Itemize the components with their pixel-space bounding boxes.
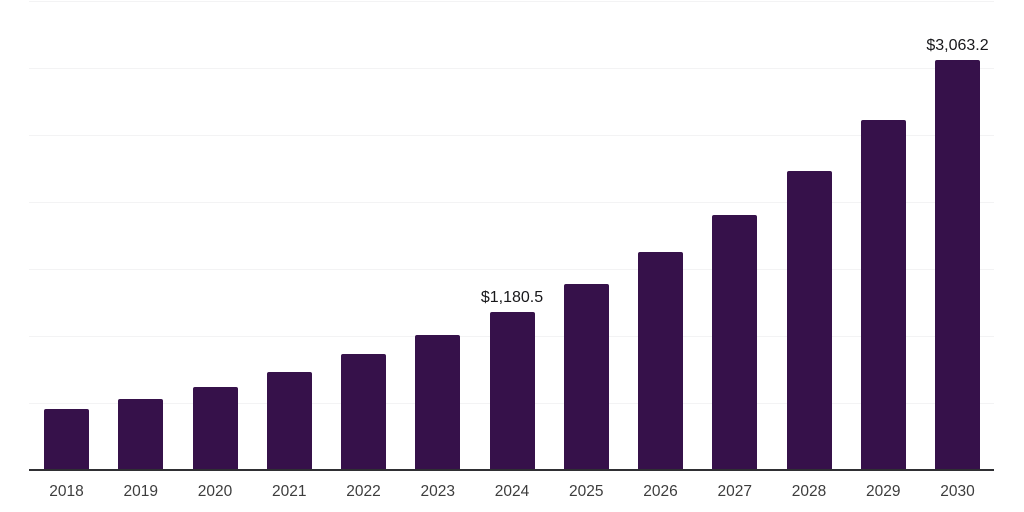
bar-value-label-2024: $1,180.5 <box>480 288 544 306</box>
bar-2023 <box>415 334 461 470</box>
gridline <box>29 1 994 2</box>
bar-2026 <box>638 252 683 470</box>
x-tick-label-2021: 2021 <box>272 483 307 500</box>
x-tick-label-2030: 2030 <box>940 483 975 500</box>
x-axis-line <box>29 469 994 471</box>
plot-area: $1,180.5 $3,063.2 2018 2019 2020 2021 2022 202… <box>29 0 994 512</box>
bar-2025 <box>563 284 609 470</box>
x-tick-label-2025: 2025 <box>569 483 604 500</box>
gridline <box>29 201 994 203</box>
bar-2020 <box>192 386 238 470</box>
x-tick-label-2027: 2027 <box>717 483 753 500</box>
x-tick-label-2029: 2029 <box>866 483 901 500</box>
bar-2019 <box>118 398 164 470</box>
bar-value-label-2030: $3,063.2 <box>926 36 989 54</box>
bar-2028 <box>786 170 832 470</box>
x-tick-label-2022: 2022 <box>346 483 381 500</box>
bar-2022 <box>341 354 386 470</box>
bar-2029 <box>860 119 906 470</box>
gridline <box>29 134 994 136</box>
x-tick-label-2024: 2024 <box>494 483 530 500</box>
bar-2027 <box>712 214 758 470</box>
x-tick-label-2020: 2020 <box>197 483 233 500</box>
x-tick-label-2026: 2026 <box>643 483 678 500</box>
bar-2030 <box>935 59 980 470</box>
bar-2018 <box>44 408 89 470</box>
x-tick-label-2023: 2023 <box>420 483 456 500</box>
bar-2024 <box>489 311 535 470</box>
gridline <box>29 268 994 270</box>
x-tick-label-2018: 2018 <box>49 483 84 500</box>
bar-2021 <box>266 372 312 470</box>
gridline <box>29 67 994 69</box>
x-tick-label-2019: 2019 <box>123 483 159 500</box>
x-tick-label-2028: 2028 <box>791 483 827 500</box>
